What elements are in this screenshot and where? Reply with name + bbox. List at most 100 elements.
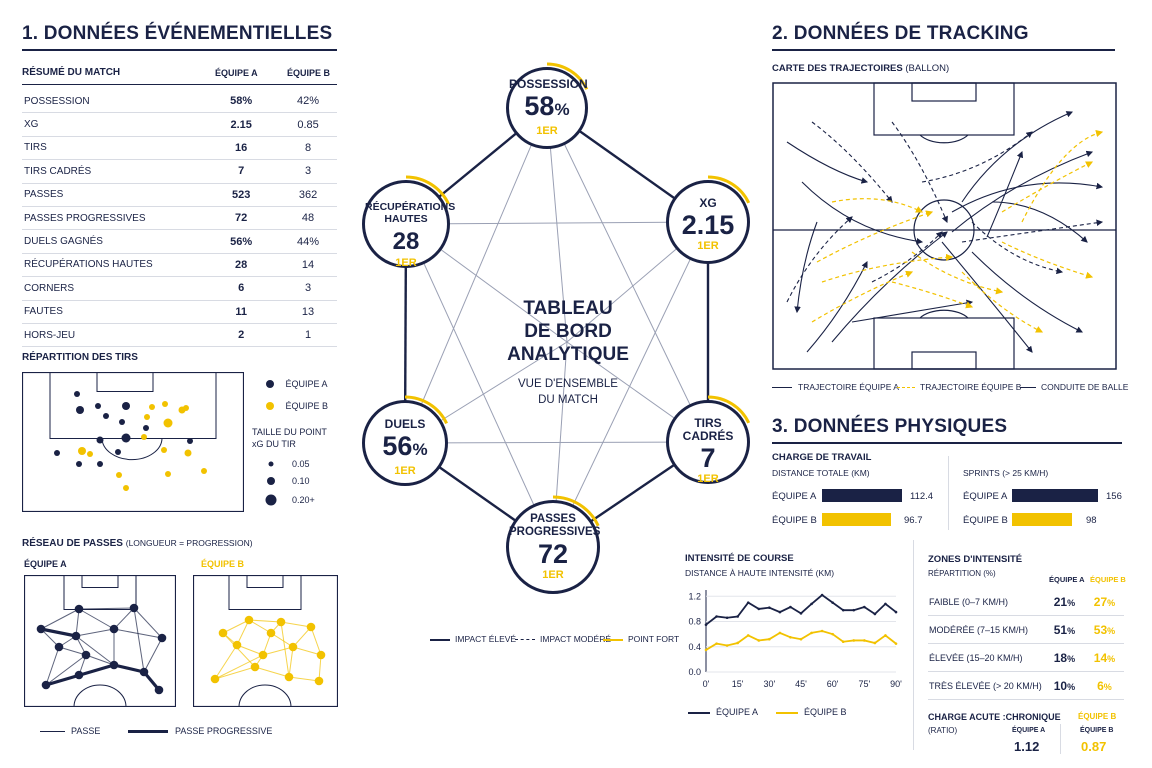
chart-legend-b-line [776, 712, 798, 714]
summary-row-label: HORS-JEU [22, 323, 204, 348]
pass-edge [75, 628, 115, 637]
dashboard-title-3: ANALYTIQUE [507, 344, 629, 365]
summary-row-value-b: 13 [279, 300, 337, 324]
player-node [71, 631, 81, 641]
legend-high-impact-line [430, 639, 450, 641]
zone-unit-a: % [1067, 681, 1076, 692]
trajectory-team-b [811, 270, 914, 323]
shots-size-title-1: TAILLE DU POINT [252, 427, 327, 437]
distance-bar-a [822, 489, 902, 502]
shot-dot [103, 413, 109, 419]
summary-row-label: xG [22, 112, 204, 137]
workload-distance-label: DISTANCE TOTALE (KM) [772, 468, 870, 478]
node-possession: POSSESSION 58% 1ER [506, 67, 588, 149]
tracking-section-title: 2. DONNÉES DE TRACKING [772, 23, 1029, 44]
pass-b-box [228, 575, 302, 610]
trajectory-team-a [794, 221, 818, 314]
trajectory-team-a [986, 150, 1024, 238]
tracking-title-underline [772, 49, 1115, 51]
trajectory-team-b [821, 253, 954, 283]
shot-dot [149, 404, 155, 410]
shot-dot [161, 447, 167, 453]
zone-unit-a: % [1067, 625, 1076, 636]
shot-dot [119, 419, 125, 425]
chart-point [736, 615, 739, 618]
player-node [306, 622, 316, 632]
legend-prog-label: PASSE PROGRESSIVE [175, 726, 273, 736]
shots-legend-a: ÉQUIPE A [266, 378, 328, 389]
player-node [258, 650, 268, 660]
shot-dot [187, 438, 193, 444]
size-dot-large [265, 494, 277, 506]
shots-size-title-2: xG DU TIR [252, 439, 296, 449]
trajectory-team-b [1021, 129, 1104, 223]
tracking-bottom-box [873, 317, 1015, 370]
summary-row: HORS-JEU 2 1 [22, 323, 337, 348]
pass-edge [310, 626, 322, 656]
legend-moderate-impact: IMPACT MODÉRÉ [540, 634, 611, 644]
chart-point [841, 640, 845, 644]
pass-edge [248, 619, 282, 623]
chart-point [778, 631, 782, 635]
shots-pitch-border [22, 372, 244, 512]
summary-row: PASSES 523 362 [22, 183, 337, 207]
player-node [154, 685, 164, 695]
sprints-bar-b [1012, 513, 1072, 526]
dashboard-subtitle-1: VUE D'ENSEMBLE [518, 378, 618, 390]
legend-pass-label: PASSE [71, 726, 101, 736]
player-node [244, 615, 254, 625]
acute-value-b: 0.87 [1081, 739, 1107, 754]
dashboard-cross-link [552, 221, 709, 548]
summary-row: CORNERS 6 3 [22, 276, 337, 301]
chart-point [894, 610, 898, 614]
chart-y-tick: 1.2 [688, 591, 701, 601]
summary-row-value-b: 3 [279, 276, 337, 301]
player-node [316, 650, 326, 660]
summary-row-value-b: 42% [279, 90, 337, 114]
summary-row-value-b: 3 [279, 159, 337, 184]
pass-edge [236, 619, 250, 646]
pass-edge [214, 644, 238, 680]
summary-row-value-a: 58% [203, 90, 280, 114]
shot-dot [123, 485, 129, 491]
node-possession-unit: % [554, 100, 570, 119]
summary-row: TIRS CADRÉS 7 3 [22, 159, 337, 184]
summary-row-value-b: 362 [279, 183, 337, 207]
node-xg-value: 2.15 [681, 210, 735, 240]
node-progress-arc [546, 62, 589, 90]
shot-dot [116, 472, 122, 478]
summary-row-label: CORNERS [22, 276, 204, 301]
node-recoveries-rank: 1ER [395, 257, 417, 269]
pass-network-title: RÉSEAU DE PASSES [22, 538, 123, 549]
chart-point [768, 637, 771, 641]
shot-dot [54, 450, 60, 456]
pass-network-a [24, 575, 176, 707]
size-dot-small [268, 461, 274, 467]
tracking-map [772, 82, 1117, 370]
node-progress-arc [707, 175, 751, 204]
shot-dot [201, 468, 207, 474]
shots-penalty-arc [101, 437, 163, 461]
shots-legend-b: ÉQUIPE B [266, 400, 328, 411]
zone-unit-b: % [1107, 625, 1116, 636]
node-xg: xG 2.15 1ER [666, 180, 750, 264]
trajectory-team-a [811, 121, 893, 203]
pass-edge [45, 654, 87, 686]
trajectory-team-a [971, 221, 1064, 275]
trajectory-team-a [971, 251, 1083, 333]
node-duels-rank: 1ER [394, 465, 416, 477]
trajectory-team-b [831, 198, 924, 213]
player-node [36, 624, 46, 634]
pass-edge [85, 654, 115, 666]
shot-dot [163, 418, 173, 428]
zone-value-b: 14 [1093, 650, 1108, 665]
summary-row-label: POSSESSION [22, 90, 204, 114]
acute-subtitle: (RATIO) [928, 726, 958, 735]
chart-x-tick: 15' [732, 679, 744, 689]
traj-legend-c-line [1020, 387, 1036, 388]
chart-point [852, 639, 856, 642]
shot-dot [122, 402, 130, 410]
tracking-center-circle [913, 199, 975, 261]
summary-row: FAUTES 11 13 [22, 300, 337, 324]
shot-dot [76, 406, 84, 414]
